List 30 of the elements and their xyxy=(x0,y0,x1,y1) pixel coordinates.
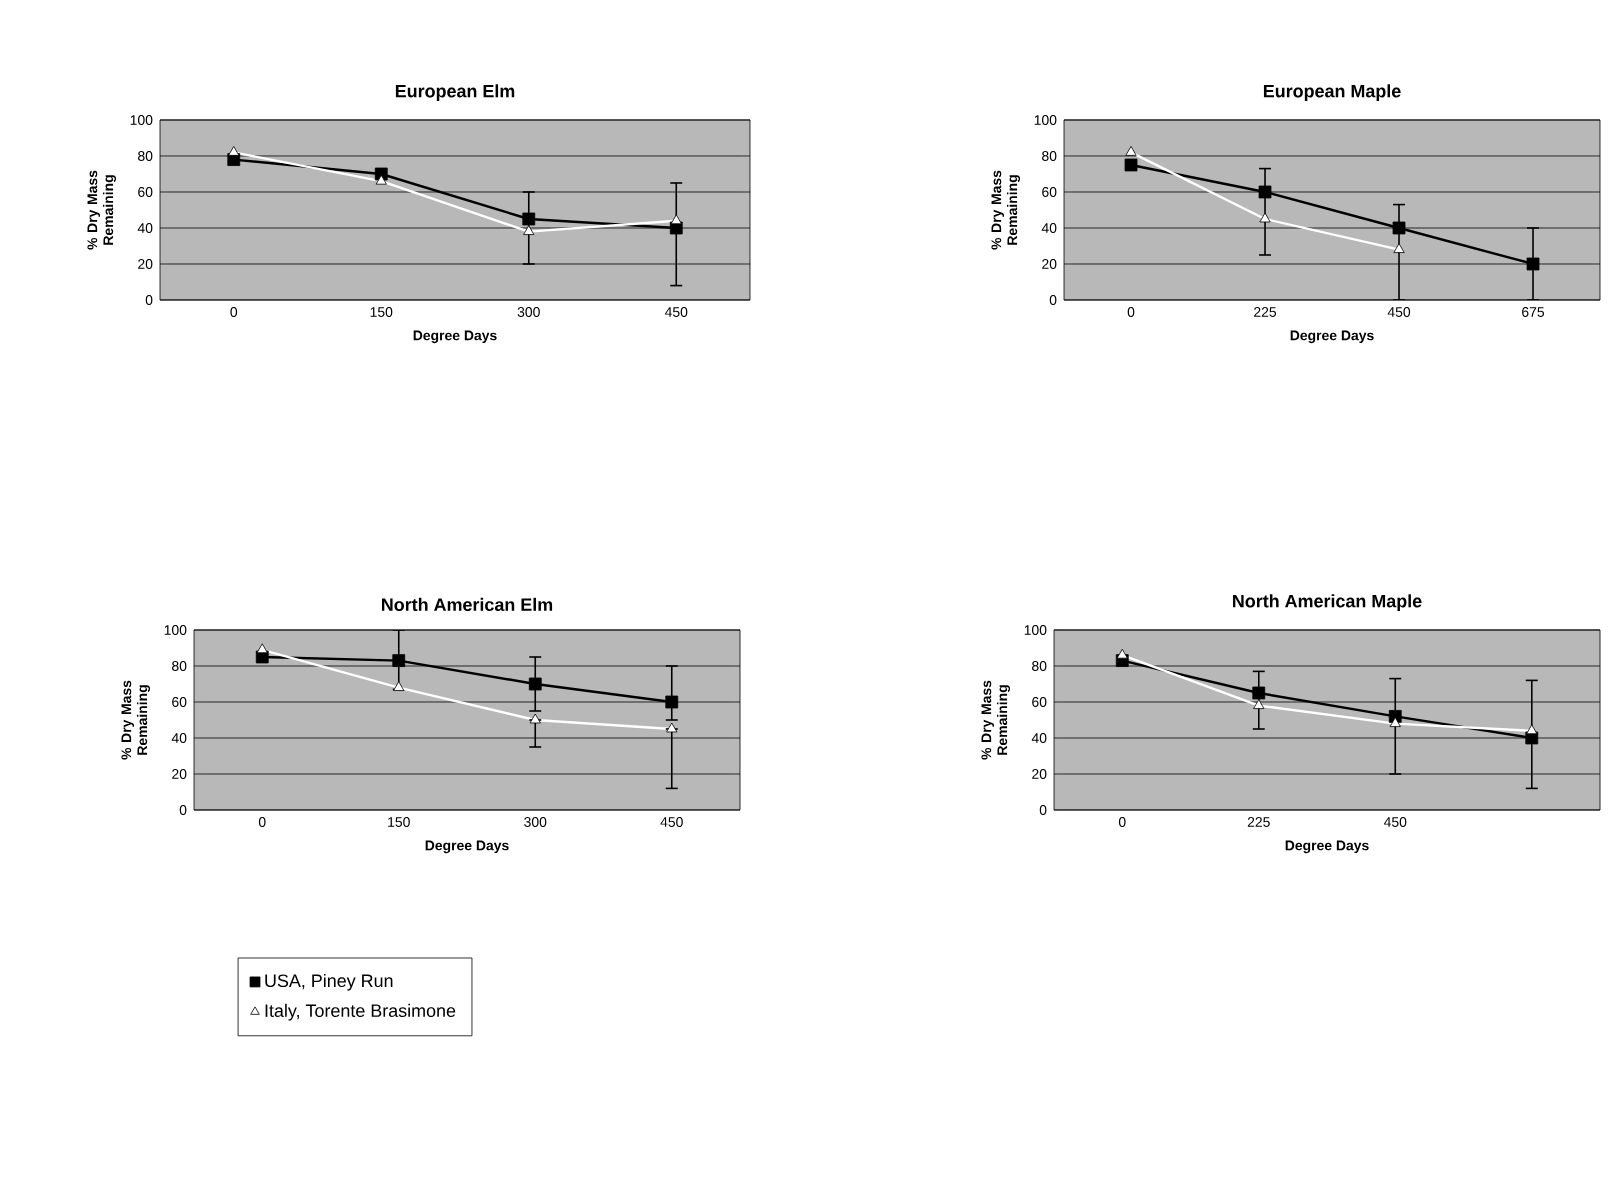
point xyxy=(375,174,387,185)
point xyxy=(1259,212,1271,223)
point xyxy=(1116,648,1128,659)
point xyxy=(256,643,268,654)
point xyxy=(670,214,682,225)
point xyxy=(523,225,535,235)
point xyxy=(1526,724,1538,735)
point xyxy=(522,212,536,226)
chart-title: North American Maple xyxy=(1233,594,1422,611)
point xyxy=(1258,185,1272,199)
chart-title: European Elm xyxy=(395,84,515,101)
point xyxy=(1125,146,1137,156)
point xyxy=(666,722,678,733)
chart-title: North American Elm xyxy=(382,597,553,612)
point xyxy=(665,695,679,709)
point xyxy=(393,681,405,691)
point xyxy=(1252,686,1266,700)
legend-label: Italy, Torente Brasimone xyxy=(265,1003,456,1021)
point xyxy=(1124,158,1138,172)
legend-label: USA, Piney Run xyxy=(265,973,393,991)
point xyxy=(528,677,542,691)
point xyxy=(228,146,240,156)
point xyxy=(1393,243,1405,253)
point xyxy=(392,654,406,667)
chart-title: European Maple xyxy=(1263,84,1401,101)
point xyxy=(1526,257,1540,271)
point xyxy=(529,713,541,724)
point xyxy=(1392,221,1406,235)
point xyxy=(1253,699,1265,709)
point xyxy=(1389,717,1401,727)
